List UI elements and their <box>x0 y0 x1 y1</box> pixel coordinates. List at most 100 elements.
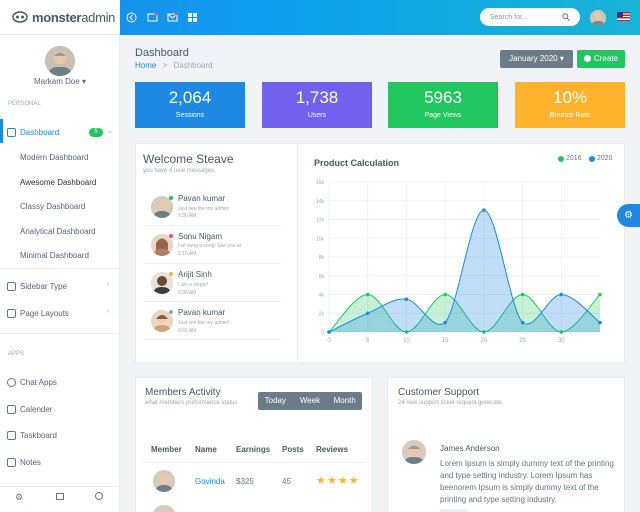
language-flag-icon[interactable] <box>617 12 630 21</box>
search-input[interactable]: Search for... <box>480 8 580 26</box>
message-sender[interactable]: Arijit Sinh <box>178 270 212 279</box>
sidebar-item-chat-apps[interactable]: Chat Apps <box>20 378 57 387</box>
stat-value: 5963 <box>424 88 462 107</box>
message-separator <box>143 301 281 302</box>
y-tick-label: 16k <box>316 180 325 186</box>
filter-week[interactable]: Week <box>299 396 321 405</box>
user-avatar[interactable] <box>590 10 606 26</box>
create-button[interactable]: Create <box>577 50 625 68</box>
sidebar <box>0 35 120 512</box>
stat-value: 1,738 <box>295 88 339 107</box>
sidebar-item-minimal-dashboard[interactable]: Minimal Dashboard <box>20 251 89 260</box>
message-time: 9:02 AM <box>178 328 197 334</box>
x-tick-label: 5 <box>366 338 370 344</box>
power-icon[interactable] <box>95 492 103 500</box>
message-icon[interactable] <box>146 11 158 23</box>
message-avatar[interactable] <box>151 272 173 294</box>
status-dot <box>169 272 173 276</box>
data-point-2020 <box>365 311 370 316</box>
sidebar-item-calender[interactable]: Calender <box>20 405 53 414</box>
sidebar-item-awesome-dashboard[interactable]: Awesome Dashboard <box>20 178 97 187</box>
message-time: 9:08 AM <box>178 290 197 296</box>
sidebar-item-taskboard[interactable]: Taskboard <box>20 431 57 440</box>
col-header-earnings[interactable]: Earnings <box>236 445 271 454</box>
message-sender[interactable]: Pavan kumar <box>178 194 226 203</box>
sidebar-item-page-layouts[interactable]: Page Layouts <box>20 309 69 318</box>
message-sender[interactable]: Sonu Nigam <box>178 232 223 241</box>
sidebar-item-analytical-dashboard[interactable]: Analytical Dashboard <box>20 227 96 236</box>
sidebar-item-modern-dashboard[interactable]: Modern Dashboard <box>20 153 89 162</box>
notes-icon <box>7 458 16 467</box>
data-point-2016 <box>365 292 370 297</box>
stat-label: Bounce Rate <box>549 112 591 119</box>
sidebar-item-notes[interactable]: Notes <box>20 458 41 467</box>
chevron-down-icon: ⌄ <box>107 128 113 135</box>
message-sender[interactable]: Pavan kumar <box>178 308 226 317</box>
legend-marker-2020 <box>589 156 595 162</box>
col-header-reviews[interactable]: Reviews <box>316 445 349 454</box>
support-avatar[interactable] <box>402 440 426 464</box>
section-label-personal: PERSONAL <box>8 101 41 107</box>
status-dot <box>169 310 173 314</box>
filter-month[interactable]: Month <box>333 396 356 405</box>
col-header-member[interactable]: Member <box>151 445 182 454</box>
y-tick-label: 2k <box>319 311 325 317</box>
message-avatar[interactable] <box>151 234 173 256</box>
stat-card-bounce-rate: 10% Bounce Rate <box>515 82 625 128</box>
logo[interactable]: monsteradmin <box>0 0 120 35</box>
period-filter: Today Week Month <box>258 392 362 410</box>
message-separator <box>143 263 281 264</box>
y-tick-label: 0 <box>321 330 324 336</box>
data-point-2020 <box>443 320 447 325</box>
support-message: Lorem Ipsum is simply dummy text of the … <box>440 459 614 504</box>
inbox-icon[interactable] <box>56 493 64 500</box>
stat-label: Page Views <box>424 112 462 119</box>
breadcrumb-home[interactable]: Home <box>135 61 157 70</box>
message-text: I've sung a song! See you at <box>178 243 241 249</box>
product-chart: 0 2k 4k 6k 8k 10k 12k 14k 16k 0 5 10 15 20 25 30 <box>316 180 602 344</box>
logo-icon <box>12 11 28 23</box>
support-name[interactable]: James Anderson <box>440 444 500 453</box>
settings-gear-icon[interactable]: ⚙ <box>15 492 24 502</box>
sidebar-user-name[interactable]: Markam Doe ▾ <box>33 77 87 86</box>
mail-icon[interactable] <box>166 11 178 23</box>
chevron-left-icon: ‹ <box>107 281 110 288</box>
y-tick-label: 6k <box>319 274 325 280</box>
y-tick-label: 4k <box>319 293 325 299</box>
sidebar-item-dashboard[interactable]: Dashboard <box>20 128 60 137</box>
page-layouts-icon <box>7 309 16 318</box>
search-icon[interactable] <box>562 13 570 21</box>
message-time: 9:30 AM <box>178 213 197 219</box>
message-separator <box>143 339 281 340</box>
filter-today[interactable]: Today <box>264 396 287 405</box>
data-point-2020 <box>559 292 564 297</box>
stat-value: 10% <box>552 88 588 107</box>
col-header-posts[interactable]: Posts <box>282 445 304 454</box>
chat-icon <box>7 378 16 387</box>
message-avatar[interactable] <box>151 196 173 218</box>
back-arrow-icon[interactable] <box>125 11 137 23</box>
apps-grid-icon[interactable] <box>186 11 198 23</box>
card-divider <box>297 143 298 363</box>
col-header-name[interactable]: Name <box>195 445 217 454</box>
customer-support-card <box>387 377 625 512</box>
customizer-gear-button[interactable]: ⚙ <box>617 204 640 227</box>
member-avatar[interactable] <box>153 505 175 512</box>
message-avatar[interactable] <box>151 310 173 332</box>
legend-marker-2016 <box>558 156 564 162</box>
message-text: Just see the my admin! <box>178 320 230 326</box>
y-tick-label: 10k <box>316 236 325 242</box>
member-avatar[interactable] <box>153 470 175 492</box>
data-point-2020 <box>598 320 602 325</box>
data-point-2020 <box>520 320 525 325</box>
sidebar-user-avatar[interactable] <box>45 46 75 76</box>
active-indicator <box>0 119 3 143</box>
member-name[interactable]: Govinda <box>195 477 225 486</box>
sidebar-item-classy-dashboard[interactable]: Classy Dashboard <box>20 202 86 211</box>
sidebar-item-sidebar-type[interactable]: Sidebar Type <box>20 282 67 291</box>
month-dropdown-button[interactable]: January 2020 ▾ <box>500 50 573 68</box>
status-dot <box>169 234 173 238</box>
members-subtitle: what members preformance status <box>145 400 238 406</box>
stat-label: Users <box>307 112 327 119</box>
plus-circle-icon <box>583 55 591 62</box>
